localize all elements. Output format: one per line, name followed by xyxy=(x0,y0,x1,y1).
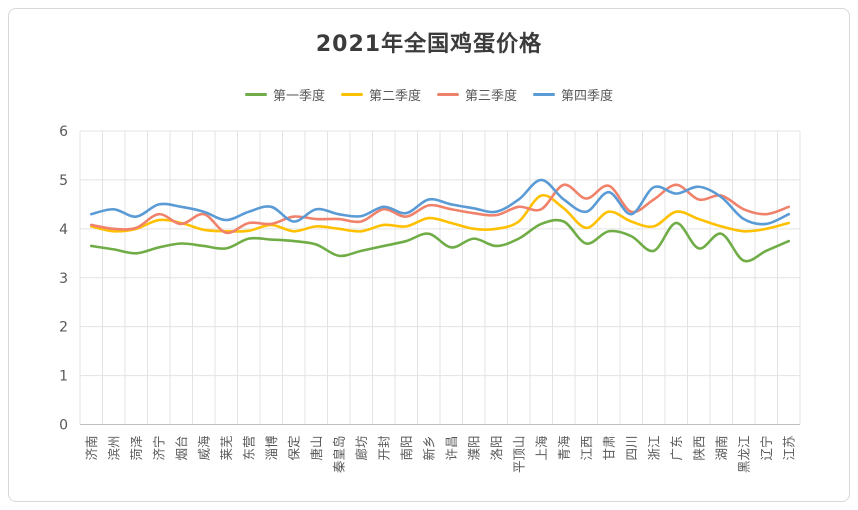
legend-label: 第二季度 xyxy=(368,88,421,104)
legend-line-swatch-icon xyxy=(340,92,363,96)
legend-item-q4: 第四季度 xyxy=(533,85,613,104)
series-line-q1 xyxy=(89,218,791,263)
x-axis-tick-label: 滨州 xyxy=(106,436,121,461)
x-axis-tick-label: 辽宁 xyxy=(759,436,774,461)
legend-line-swatch-icon xyxy=(244,92,267,96)
x-axis-tick-label: 濮阳 xyxy=(466,436,481,461)
legend-label: 第四季度 xyxy=(561,88,614,104)
x-axis-tick-label: 许昌 xyxy=(444,436,459,461)
x-axis-tick-label: 黑龙江 xyxy=(736,436,751,474)
x-axis-tick-label: 菏泽 xyxy=(129,436,144,461)
chart-title: 2021年全国鸡蛋价格 xyxy=(315,32,543,57)
x-axis-tick-label: 甘肃 xyxy=(601,436,616,461)
legend-label: 第一季度 xyxy=(272,88,325,104)
legend-label: 第三季度 xyxy=(465,88,518,104)
x-axis-tick-label: 廊坊 xyxy=(354,436,369,461)
x-axis-tick-label: 浙江 xyxy=(646,436,661,461)
x-axis-tick-label: 东营 xyxy=(241,436,256,461)
y-axis-tick-label: 4 xyxy=(59,222,68,238)
x-axis-tick-label: 上海 xyxy=(534,435,549,461)
legend-line-swatch-icon xyxy=(437,92,459,96)
y-axis-tick-label: 5 xyxy=(59,173,68,189)
x-axis-tick-label: 青海 xyxy=(556,435,571,461)
x-axis-tick-label: 新乡 xyxy=(421,436,436,461)
y-axis-tick-label: 1 xyxy=(59,369,68,385)
x-axis-tick-label: 平顶山 xyxy=(511,436,526,474)
series-line-q2 xyxy=(89,193,791,233)
y-axis-tick-label: 3 xyxy=(59,271,68,287)
x-axis-tick-label: 威海 xyxy=(196,435,211,461)
x-axis-tick-label: 广东 xyxy=(669,436,684,461)
x-axis-tick-label: 江西 xyxy=(579,436,594,461)
x-axis-tick-label: 洛阳 xyxy=(489,436,504,461)
legend-item-q3: 第三季度 xyxy=(437,85,517,104)
x-axis-tick-label: 莱芜 xyxy=(219,436,234,461)
x-axis-tick-label: 济宁 xyxy=(151,436,166,461)
series-line-q3 xyxy=(89,183,791,235)
x-axis-tick-label: 湖南 xyxy=(714,436,729,461)
x-axis-tick-label: 江苏 xyxy=(781,436,796,461)
x-axis-tick-label: 四川 xyxy=(624,436,639,461)
chart-legend: 第一季度 第二季度 第三季度 第四季度 xyxy=(0,84,858,104)
x-axis-tick-label: 秦皇岛 xyxy=(331,436,346,474)
y-axis-tick-label: 2 xyxy=(59,320,68,336)
x-axis-tick-label: 济南 xyxy=(84,436,99,461)
series-line-q4 xyxy=(89,178,791,226)
y-axis-tick-label: 0 xyxy=(59,418,68,434)
legend-item-q1: 第一季度 xyxy=(244,85,325,104)
x-axis-tick-label: 保定 xyxy=(286,436,301,461)
x-axis-tick-label: 淄博 xyxy=(264,435,279,461)
x-axis-tick-label: 开封 xyxy=(376,436,391,461)
y-axis-tick-label: 6 xyxy=(59,124,68,140)
x-axis-tick-label: 南阳 xyxy=(399,436,414,461)
legend-line-swatch-icon xyxy=(533,92,556,96)
legend-item-q2: 第二季度 xyxy=(340,85,421,104)
x-axis-tick-label: 陕西 xyxy=(691,436,706,461)
x-axis-tick-label: 唐山 xyxy=(309,436,324,461)
x-axis-tick-label: 烟台 xyxy=(174,436,189,461)
